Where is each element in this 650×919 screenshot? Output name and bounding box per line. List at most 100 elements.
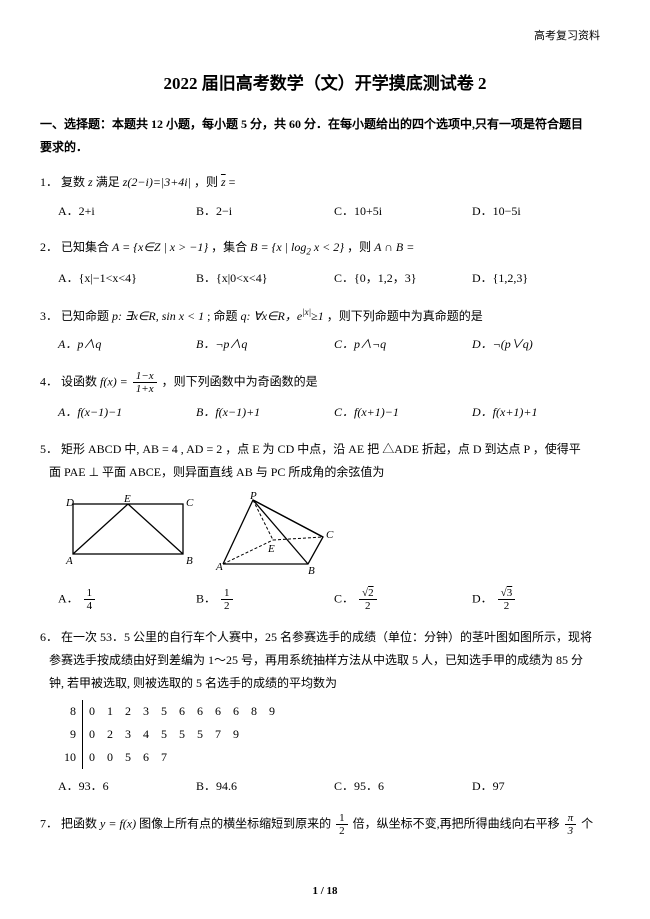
q6-options: A．93．6 B．94.6 C．95．6 D．97 xyxy=(40,775,610,798)
q7-text-b: 图像上所有点的横坐标缩短到原来的 xyxy=(139,816,334,830)
q2-options: A．{x|−1<x<4} B．{x|0<x<4} C．{0，1,2，3} D．{… xyxy=(40,267,610,290)
stemleaf-leaf: 0 xyxy=(83,700,102,723)
q2-text-c: ，则 xyxy=(347,240,374,254)
q3-opt-c: C．p∧¬q xyxy=(334,333,472,356)
q3-opt-b: B．¬p∧q xyxy=(196,333,334,356)
q5-opt-c: C． √22 xyxy=(334,587,472,612)
q5-tet-pb xyxy=(253,500,308,564)
q5-label-A2: A xyxy=(215,561,223,573)
q1-opt-c: C．10+5i xyxy=(334,200,472,223)
q5-tet-pc xyxy=(253,500,323,537)
page-title: 2022 届旧高考数学（文）开学摸底测试卷 2 xyxy=(40,70,610,97)
q2-setB-pre: B = {x | log xyxy=(250,240,306,254)
q5-line2: 面 PAE ⊥ 平面 ABCE，则异面直线 AB 与 PC 所成角的余弦值为 xyxy=(49,465,384,479)
q3-q-post: ≥1 xyxy=(311,309,324,323)
q4-num: 4． xyxy=(40,375,58,389)
question-3: 3． 已知命题 p: ∃x∈R, sin x < 1 ; 命题 q: ∀x∈R，… xyxy=(40,304,610,357)
section-line1: 一、选择题：本题共 12 小题，每小题 5 分，共 60 分．在每小题给出的四个… xyxy=(40,117,583,131)
q6-line1: 在一次 53．5 公里的自行车个人赛中，25 名参赛选手的成绩（单位：分钟）的茎… xyxy=(61,630,592,644)
q2-num: 2． xyxy=(40,240,58,254)
stemleaf-leaf xyxy=(173,746,191,769)
q1-text-c: ，则 xyxy=(194,175,221,189)
q5-opt-a-num: 1 xyxy=(84,587,96,600)
q3-num: 3． xyxy=(40,309,58,323)
question-5: 5． 矩形 ABCD 中, AB = 4 , AD = 2 ，点 E 为 CD … xyxy=(40,438,610,612)
q4-text-b: ，则下列函数中为奇函数的是 xyxy=(162,375,318,389)
doc-header-label: 高考复习资料 xyxy=(534,28,600,46)
stemleaf-leaf: 0 xyxy=(83,723,102,746)
stemleaf-leaf: 4 xyxy=(137,723,155,746)
q2-text-a: 已知集合 xyxy=(61,240,112,254)
q6-line3: 钟, 若甲被选取, 则被选取的 5 名选手的成绩的平均数为 xyxy=(49,676,337,690)
stemleaf-stem: 8 xyxy=(58,700,83,723)
q6-stemleaf: 80123566668990234555791000567 xyxy=(58,700,281,768)
q5-opt-d-den: 2 xyxy=(498,600,516,612)
q5-label-C: C xyxy=(186,497,194,509)
q5-opt-b-label: B． xyxy=(196,591,216,605)
q4-options: A．f(x−1)−1 B．f(x−1)+1 C．f(x+1)−1 D．f(x+1… xyxy=(40,401,610,424)
stemleaf-leaf: 7 xyxy=(155,746,173,769)
q5-line1: 矩形 ABCD 中, AB = 4 , AD = 2 ，点 E 为 CD 中点，… xyxy=(61,442,581,456)
stemleaf-leaf: 6 xyxy=(209,700,227,723)
stemleaf-leaf: 5 xyxy=(155,723,173,746)
q4-fx: f(x) = xyxy=(100,375,131,389)
stemleaf-leaf: 6 xyxy=(191,700,209,723)
stemleaf-leaf xyxy=(245,746,263,769)
stemleaf-leaf: 6 xyxy=(173,700,191,723)
stemleaf-leaf: 1 xyxy=(101,700,119,723)
q4-opt-a: A．f(x−1)−1 xyxy=(58,401,196,424)
q3-opt-a: A．p∧q xyxy=(58,333,196,356)
q3-text-c: ，则下列命题中为真命题的是 xyxy=(327,309,483,323)
q3-q-pre: q: ∀x∈R，e xyxy=(241,309,303,323)
stemleaf-row: 801235666689 xyxy=(58,700,281,723)
q7-text-c: 倍，纵坐标不变,再把所得曲线向右平移 xyxy=(353,816,563,830)
q5-label-B2: B xyxy=(308,565,315,577)
q5-options: A． 14 B． 12 C． √22 D． √32 xyxy=(40,587,610,612)
q5-rect-svg: D E C A B xyxy=(58,492,198,572)
q2-opt-c: C．{0，1,2，3} xyxy=(334,267,472,290)
q1-opt-a: A．2+i xyxy=(58,200,196,223)
q5-opt-a: A． 14 xyxy=(58,587,196,612)
q2-opt-a: A．{x|−1<x<4} xyxy=(58,267,196,290)
question-4: 4． 设函数 f(x) = 1−x1+x ，则下列函数中为奇函数的是 A．f(x… xyxy=(40,370,610,424)
stemleaf-leaf: 8 xyxy=(245,700,263,723)
q4-opt-d: D．f(x+1)+1 xyxy=(472,401,610,424)
q5-opt-b: B． 12 xyxy=(196,587,334,612)
q5-label-A: A xyxy=(65,555,73,567)
stemleaf-leaf xyxy=(227,746,245,769)
q4-text-a: 设函数 xyxy=(61,375,100,389)
stemleaf-leaf: 6 xyxy=(227,700,245,723)
q7-fx: y = f(x) xyxy=(100,816,136,830)
page-footer: 1 / 18 xyxy=(0,883,650,901)
q5-opt-d-label: D． xyxy=(472,591,493,605)
q5-tet-ec xyxy=(273,537,323,540)
q6-opt-d: D．97 xyxy=(472,775,610,798)
stemleaf-leaf xyxy=(245,723,263,746)
q5-opt-a-den: 4 xyxy=(84,600,96,612)
section-line2: 要求的． xyxy=(40,140,88,154)
q3-q-sup: |x| xyxy=(302,307,311,317)
q3-text-a: 已知命题 xyxy=(61,309,112,323)
q6-opt-b: B．94.6 xyxy=(196,775,334,798)
stemleaf-leaf: 3 xyxy=(119,723,137,746)
q7-frac2-num: π xyxy=(565,812,577,825)
stemleaf-leaf xyxy=(263,746,281,769)
stemleaf-leaf: 5 xyxy=(173,723,191,746)
stemleaf-leaf: 7 xyxy=(209,723,227,746)
question-2: 2． 已知集合 A = {x∈Z | x > −1} ，集合 B = {x | … xyxy=(40,236,610,289)
q5-label-D: D xyxy=(65,497,74,509)
q2-opt-d: D．{1,2,3} xyxy=(472,267,610,290)
question-1: 1． 复数 z 满足 z(2−i)=|3+4i| ，则 z = A．2+i B．… xyxy=(40,171,610,223)
stemleaf-leaf: 9 xyxy=(263,700,281,723)
q2-setB-post: x < 2} xyxy=(311,240,344,254)
q4-opt-c: C．f(x+1)−1 xyxy=(334,401,472,424)
q1-text-a: 复数 xyxy=(61,175,88,189)
q3-p: p: ∃x∈R, sin x < 1 xyxy=(112,309,204,323)
q3-opt-d: D．¬(p∨q) xyxy=(472,333,610,356)
q5-label-B: B xyxy=(186,555,193,567)
q3-options: A．p∧q B．¬p∧q C．p∧¬q D．¬(p∨q) xyxy=(40,333,610,356)
section-heading: 一、选择题：本题共 12 小题，每小题 5 分，共 60 分．在每小题给出的四个… xyxy=(40,113,610,159)
q1-text-b: 满足 xyxy=(96,175,123,189)
q5-rect-diag1 xyxy=(73,504,128,554)
q3-text-b: ; 命题 xyxy=(207,309,240,323)
